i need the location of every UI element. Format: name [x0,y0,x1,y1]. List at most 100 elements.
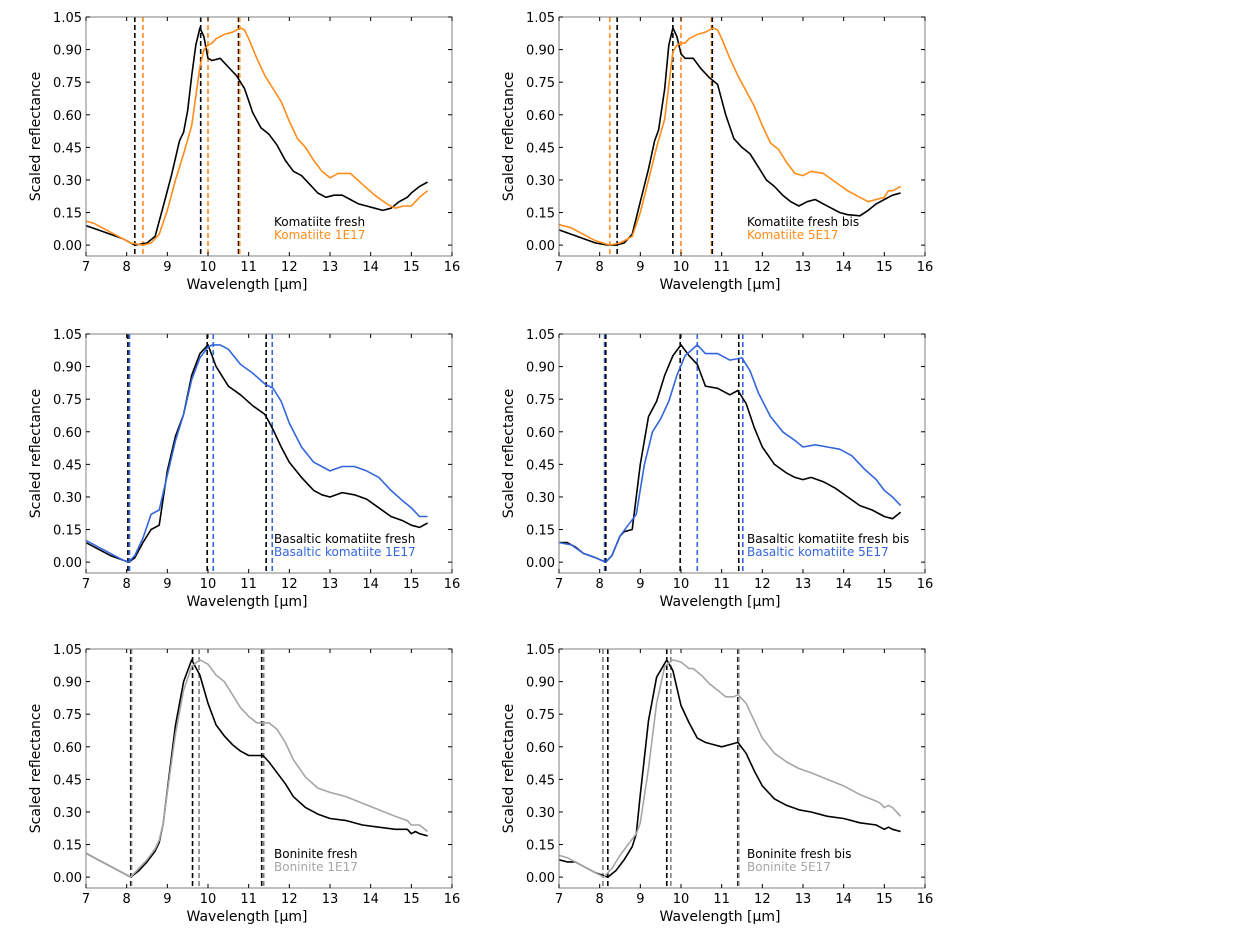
y-tick-label: 0.60 [53,426,82,441]
x-tick-label: 15 [876,260,893,275]
y-tick-label: 0.00 [53,239,82,254]
plot-area [86,344,428,563]
series-line-2 [86,27,429,246]
x-tick-label: 14 [835,577,852,592]
x-tick-label: 8 [596,892,604,907]
x-tick-label: 13 [322,577,339,592]
legend-entry-2: Boninite 1E17 [274,860,358,874]
x-tick-label: 10 [673,260,690,275]
x-tick-label: 8 [123,577,131,592]
x-tick-label: 14 [362,260,379,275]
x-tick-label: 11 [713,577,730,592]
y-axis-label: Scaled reflectance [501,389,517,518]
x-tick-label: 13 [795,260,812,275]
y-tick-label: 1.05 [526,11,555,26]
x-tick-label: 8 [596,260,604,275]
y-tick-label: 1.05 [526,643,555,658]
series-line-2 [559,27,901,246]
y-tick-label: 0.00 [526,871,555,886]
x-tick-label: 7 [555,577,563,592]
axes-frame [85,16,453,257]
x-tick-label: 9 [636,577,644,592]
axes-frame [558,648,926,889]
y-tick-label: 0.75 [53,76,82,91]
y-tick-label: 0.15 [526,839,555,854]
legend-entry-1: Basaltic komatiite fresh [274,532,415,546]
x-tick-label: 11 [713,892,730,907]
x-tick-label: 11 [240,892,257,907]
x-tick-label: 10 [200,260,217,275]
legend-entry-2: Boninite 5E17 [747,860,831,874]
x-tick-label: 12 [281,892,298,907]
y-tick-label: 0.90 [53,676,82,691]
y-tick-label: 0.60 [53,109,82,124]
y-tick-label: 0.30 [526,174,555,189]
legend-entry-1: Komatiite fresh [274,215,365,229]
chart-panel-4: 7 8 9 10 11 12 13 14 15 16 0.00 0.15 0.30 0.45 0.60 0.7… [501,328,933,610]
y-tick-label: 0.30 [526,491,555,506]
y-tick-label: 0.30 [53,491,82,506]
plot-area [86,27,429,246]
x-tick-label: 15 [403,892,420,907]
series-line-1 [86,27,428,246]
x-tick-label: 7 [555,892,563,907]
y-tick-label: 1.05 [53,11,82,26]
y-tick-label: 0.45 [53,141,82,156]
series-line-1 [559,659,901,878]
y-tick-label: 0.60 [53,741,82,756]
x-tick-label: 10 [200,892,217,907]
series-line-2 [559,344,902,563]
series-line-2 [86,344,428,563]
legend-entry-1: Basaltic komatiite fresh bis [747,532,909,546]
y-tick-label: 0.75 [53,708,82,723]
y-tick-label: 0.60 [526,109,555,124]
x-tick-label: 13 [322,260,339,275]
y-tick-label: 0.75 [53,393,82,408]
x-axis-label: Wavelength [µm] [187,594,308,610]
y-tick-label: 0.30 [526,806,555,821]
x-tick-label: 12 [754,892,771,907]
x-tick-label: 8 [123,892,131,907]
plot-area [559,659,902,878]
y-axis-label: Scaled reflectance [28,704,44,833]
y-tick-label: 0.90 [526,44,555,59]
y-tick-label: 0.00 [53,871,82,886]
legend-entry-1: Boninite fresh [274,847,358,861]
axes-frame [85,333,453,574]
x-tick-label: 9 [636,260,644,275]
x-tick-label: 10 [200,577,217,592]
y-tick-label: 0.45 [526,773,555,788]
x-tick-label: 16 [444,577,461,592]
x-tick-label: 13 [322,892,339,907]
legend-entry-2: Komatiite 1E17 [274,228,365,242]
x-tick-label: 12 [754,577,771,592]
x-axis-label: Wavelength [µm] [660,277,781,293]
y-tick-label: 0.00 [53,556,82,571]
x-tick-label: 16 [917,892,934,907]
axes-frame [85,648,453,889]
x-tick-label: 9 [163,260,171,275]
x-axis-label: Wavelength [µm] [660,909,781,925]
x-tick-label: 11 [240,577,257,592]
x-tick-label: 14 [835,260,852,275]
series-line-2 [86,659,429,878]
x-tick-label: 16 [917,577,934,592]
y-tick-label: 0.15 [53,524,82,539]
x-axis-label: Wavelength [µm] [187,909,308,925]
x-tick-label: 16 [444,260,461,275]
x-tick-label: 12 [281,577,298,592]
chart-panel-6: 7 8 9 10 11 12 13 14 15 16 0.00 0.15 0.30 0.45 0.60 0.7… [501,643,933,925]
y-tick-label: 0.15 [53,839,82,854]
y-axis-label: Scaled reflectance [501,704,517,833]
x-tick-label: 9 [163,577,171,592]
y-axis-label: Scaled reflectance [28,72,44,201]
x-tick-label: 15 [403,260,420,275]
x-tick-label: 9 [636,892,644,907]
x-tick-label: 15 [403,577,420,592]
chart-panel-1: 7 8 9 10 11 12 13 14 15 16 0.00 0.15 0.30 0.45 0.60 0.7… [28,11,460,293]
x-tick-label: 14 [835,892,852,907]
x-axis-label: Wavelength [µm] [187,277,308,293]
y-tick-label: 0.30 [53,806,82,821]
y-tick-label: 0.15 [526,524,555,539]
y-tick-label: 0.90 [53,361,82,376]
